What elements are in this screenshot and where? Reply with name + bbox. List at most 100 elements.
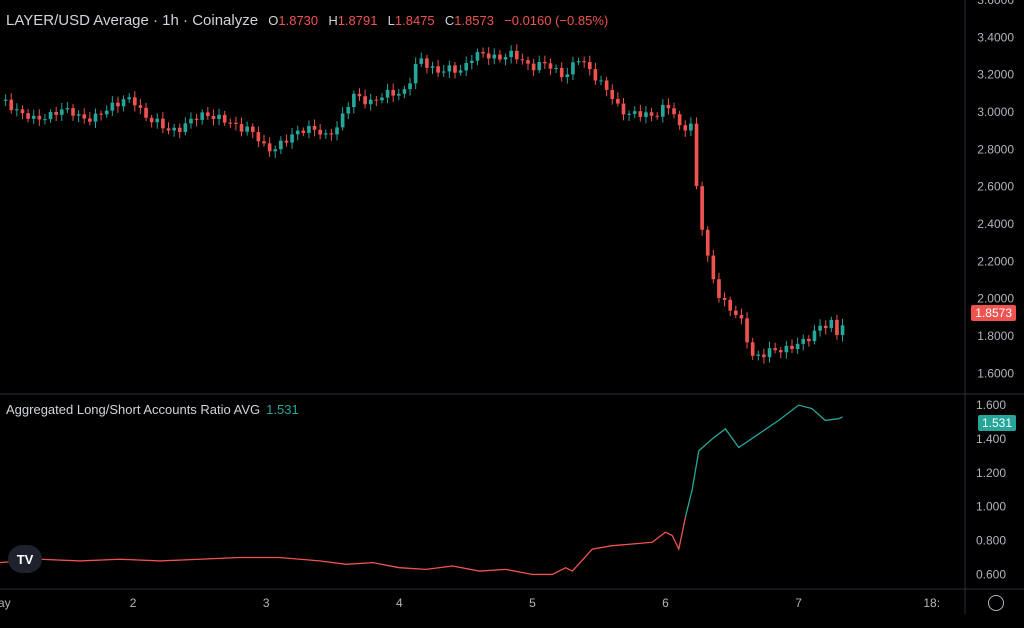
candle — [778, 350, 783, 353]
candle — [177, 127, 182, 132]
indicator-label[interactable]: Aggregated Long/Short Accounts Ratio AVG — [6, 402, 261, 417]
candle — [722, 297, 727, 300]
candle — [537, 61, 542, 71]
ratio-axis-tick: 1.400 — [976, 432, 1006, 446]
candle — [638, 111, 643, 117]
candle — [498, 54, 502, 60]
price-axis-tick: 2.6000 — [977, 180, 1014, 194]
candle — [543, 61, 547, 64]
price-axis-tick: 2.2000 — [977, 254, 1014, 268]
ratio-axis-tick: 1.600 — [976, 398, 1006, 412]
candle — [616, 98, 620, 104]
low-value: 1.8475 — [394, 13, 435, 28]
high-value: 1.8791 — [337, 13, 378, 28]
ratio-axis-tick: 0.800 — [976, 534, 1006, 548]
candle — [582, 61, 586, 63]
candle — [279, 140, 283, 150]
candle — [717, 279, 721, 298]
candle — [644, 112, 648, 117]
candle — [756, 354, 761, 356]
change-value: −0.0160 (−0.85%) — [504, 13, 609, 28]
chart-header: LAYER/USD Average · 1h · Coinalyze O1.87… — [6, 12, 608, 29]
price-axis-tick: 1.8000 — [977, 329, 1014, 343]
candle — [284, 140, 289, 143]
candle — [48, 112, 53, 120]
candle — [99, 113, 103, 115]
price-axis-tick: 2.4000 — [977, 217, 1014, 231]
candle — [301, 130, 306, 133]
candle — [750, 342, 755, 356]
candle — [509, 50, 513, 58]
candle — [357, 93, 362, 97]
candle — [514, 50, 519, 60]
time-axis-tick: ay — [0, 596, 11, 610]
candle — [655, 115, 660, 117]
candle — [312, 125, 317, 130]
candle — [408, 83, 412, 90]
candle — [385, 89, 390, 98]
symbol-title[interactable]: LAYER/USD Average · 1h · Coinalyze — [6, 12, 259, 29]
candle — [621, 103, 626, 115]
candle — [464, 63, 469, 71]
candle — [610, 89, 615, 99]
candle — [189, 118, 193, 124]
candle — [368, 99, 373, 105]
candle — [784, 345, 789, 353]
candle — [441, 71, 446, 73]
indicator-value: 1.531 — [266, 402, 299, 417]
candle — [739, 315, 744, 319]
candle — [318, 129, 322, 135]
close-value: 1.8573 — [454, 13, 494, 28]
ratio-line — [0, 516, 687, 576]
time-axis-tick: 18: — [923, 596, 940, 610]
candle — [228, 122, 233, 124]
time-axis-tick: 3 — [263, 596, 270, 610]
candle — [812, 330, 817, 342]
candle — [59, 109, 64, 115]
candle — [200, 112, 205, 120]
candle — [234, 122, 238, 124]
candle — [413, 63, 418, 84]
candle — [183, 123, 188, 132]
candle — [453, 65, 457, 73]
candle — [166, 128, 171, 131]
candle — [520, 59, 525, 61]
candle — [469, 60, 474, 64]
candle — [683, 125, 688, 131]
candle — [9, 99, 14, 111]
candle — [396, 93, 401, 96]
tradingview-logo[interactable]: TV — [8, 545, 42, 573]
candle — [526, 60, 530, 64]
candle — [307, 125, 311, 133]
candle — [256, 132, 261, 142]
candle — [346, 107, 351, 114]
candle — [329, 133, 334, 135]
candle — [116, 102, 120, 107]
price-axis-tick: 2.8000 — [977, 142, 1014, 156]
candle — [554, 67, 558, 69]
candle — [728, 299, 733, 311]
time-axis-tick: 2 — [130, 596, 137, 610]
settings-icon[interactable] — [988, 595, 1004, 611]
candle — [436, 66, 440, 73]
candle — [155, 118, 160, 123]
price-axis-tick: 3.4000 — [977, 30, 1014, 44]
candle — [161, 118, 165, 129]
candle — [807, 338, 811, 342]
candle — [194, 118, 199, 120]
candle — [711, 255, 716, 280]
candle — [818, 325, 822, 331]
candle — [262, 141, 266, 144]
candle — [447, 65, 452, 72]
time-axis-tick: 4 — [396, 596, 403, 610]
candle — [689, 123, 693, 131]
ratio-line — [684, 404, 843, 518]
ratio-axis-tick: 1.200 — [976, 466, 1006, 480]
candle — [649, 112, 654, 116]
candle — [425, 58, 429, 68]
candle — [352, 93, 356, 108]
candle — [604, 80, 609, 90]
price-axis-tick: 3.0000 — [977, 105, 1014, 119]
candle — [340, 113, 345, 128]
